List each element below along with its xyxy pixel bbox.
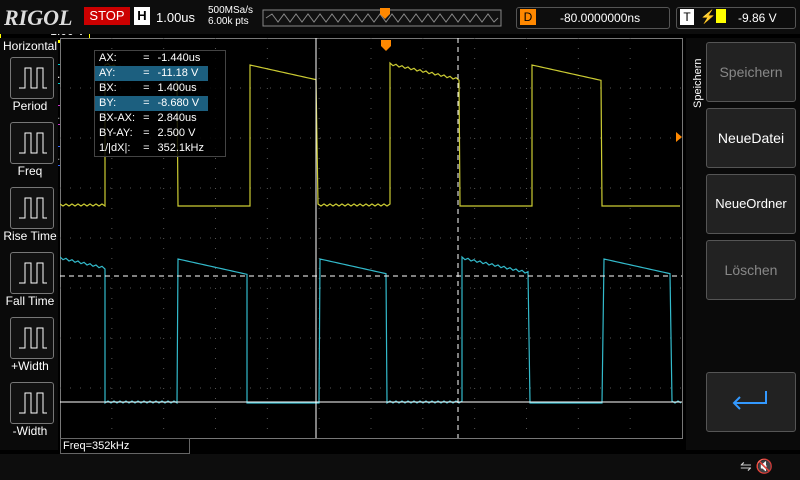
cursor-cell: = <box>143 67 150 79</box>
cursor-cell: BY-AY: <box>99 127 133 139</box>
trigger-box <box>676 7 796 29</box>
timebase: 1.00us <box>156 10 196 25</box>
menu-item: -Width <box>12 424 48 438</box>
menu-icon[interactable] <box>10 252 54 294</box>
cursor-row: AX: = -1.440us <box>95 51 208 66</box>
points: 6.00k pts <box>208 16 249 27</box>
cursor-cell: BX-AX: <box>99 112 136 124</box>
memory-bar <box>262 8 502 27</box>
cursor-row: BY-AY: = 2.500 V <box>95 126 208 141</box>
cursor-cell: 352.1kHz <box>157 142 204 154</box>
cursor-cell: 1.400us <box>157 82 197 94</box>
menu-item: Freq <box>17 164 43 178</box>
trigger-edge-icon: ⚡ <box>700 9 717 24</box>
cursor-cell: 2.840us <box>157 112 197 124</box>
back-button[interactable] <box>706 372 796 432</box>
trigger-source <box>716 9 726 23</box>
cursor-row: BX-AX: = 2.840us <box>95 111 208 126</box>
cursor-row: 1/|dX|: = 352.1kHz <box>95 141 208 156</box>
cursor-cell: = <box>143 112 150 124</box>
timebase-label: H <box>134 7 150 25</box>
menu-icon[interactable] <box>10 57 54 99</box>
menu-icon[interactable] <box>10 187 54 229</box>
delay-label: D <box>520 9 536 25</box>
cursor-cell: -1.440us <box>157 52 201 64</box>
cursor-row: BX: = 1.400us <box>95 81 208 96</box>
menu-button[interactable]: Speichern <box>706 42 796 102</box>
cursor-cell: BX: <box>99 82 117 94</box>
cursor-cell: BY: <box>99 97 117 109</box>
right-menu-title: Speichern <box>692 58 704 108</box>
waveform-area <box>60 38 683 439</box>
cursor-cell: = <box>143 52 150 64</box>
menu-item: Rise Time <box>3 229 57 243</box>
cursor-cell: -11.18 V <box>157 67 199 79</box>
cursor-panel: AX: = -1.440us AY: = -11.18 V BX: = 1.400us BY: = -… <box>94 50 226 157</box>
cursor-cell: = <box>143 97 150 109</box>
cursor-cell: = <box>143 82 150 94</box>
menu-icon[interactable] <box>10 382 54 424</box>
cursor-cell: = <box>143 142 150 154</box>
cursor-row: AY: = -11.18 V <box>95 66 208 81</box>
cursor-row: BY: = -8.680 V <box>95 96 208 111</box>
menu-button[interactable]: NeueOrdner <box>706 174 796 234</box>
menu-item: Fall Time <box>5 294 55 308</box>
sample-rate: 500MSa/s <box>208 5 254 16</box>
cursor-cell: 1/|dX|: <box>99 142 131 154</box>
cursor-cell: AY: <box>99 67 116 79</box>
menu-icon[interactable] <box>10 122 54 164</box>
delay: -80.0000000ns <box>560 11 641 25</box>
left-menu-title: Horizontal <box>2 39 58 53</box>
bottom-bar <box>0 454 800 480</box>
trigger-level: -9.86 V <box>738 11 777 25</box>
menu-icon[interactable] <box>10 317 54 359</box>
measurement: Freq=352kHz <box>60 438 190 454</box>
usb-icon: ⇋ 🔇 <box>740 458 774 474</box>
logo: RIGOL <box>4 5 73 30</box>
menu-button[interactable]: Löschen <box>706 240 796 300</box>
menu-item: +Width <box>11 359 49 373</box>
trigger-label: T <box>680 9 694 25</box>
menu-button[interactable]: NeueDatei <box>706 108 796 168</box>
run-status[interactable]: STOP <box>84 7 130 25</box>
cursor-cell: AX: <box>99 52 117 64</box>
left-menu <box>0 38 58 450</box>
cursor-cell: -8.680 V <box>157 97 200 109</box>
delay-box <box>516 7 670 29</box>
cursor-cell: = <box>143 127 150 139</box>
menu-item: Period <box>12 99 48 113</box>
cursor-cell: 2.500 V <box>157 127 196 139</box>
